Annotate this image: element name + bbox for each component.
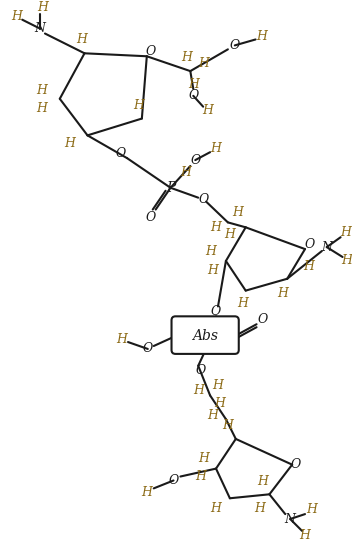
Text: O: O — [188, 89, 199, 102]
Text: O: O — [305, 238, 315, 251]
Text: H: H — [198, 56, 209, 70]
Text: N: N — [285, 513, 296, 526]
Text: H: H — [307, 503, 318, 516]
Text: O: O — [143, 343, 153, 356]
Text: H: H — [195, 470, 206, 483]
Text: H: H — [117, 332, 127, 345]
Text: H: H — [76, 33, 87, 46]
Text: H: H — [214, 397, 225, 410]
Text: H: H — [37, 84, 48, 97]
Text: H: H — [210, 142, 221, 155]
Text: O: O — [257, 313, 268, 326]
Text: H: H — [206, 244, 216, 257]
Text: O: O — [195, 364, 205, 377]
Text: H: H — [37, 102, 48, 115]
Text: H: H — [213, 379, 224, 392]
Text: H: H — [64, 137, 75, 150]
Text: N: N — [321, 241, 332, 254]
Text: H: H — [232, 206, 243, 219]
Text: H: H — [208, 409, 219, 422]
Text: H: H — [203, 104, 214, 117]
Text: H: H — [198, 452, 209, 465]
Text: H: H — [142, 486, 152, 499]
Text: O: O — [168, 474, 178, 487]
Text: O: O — [190, 154, 200, 167]
Text: H: H — [208, 264, 219, 277]
Text: H: H — [38, 1, 49, 14]
Text: O: O — [198, 193, 208, 206]
Text: O: O — [116, 147, 126, 160]
Text: P: P — [166, 181, 175, 195]
Text: H: H — [237, 297, 248, 310]
Text: H: H — [341, 255, 352, 268]
Text: O: O — [291, 458, 301, 471]
Text: H: H — [210, 502, 221, 515]
FancyBboxPatch shape — [171, 317, 239, 354]
Text: H: H — [340, 226, 351, 239]
Text: H: H — [193, 384, 204, 397]
Text: H: H — [210, 221, 221, 234]
Text: H: H — [256, 30, 267, 43]
Text: O: O — [146, 45, 156, 58]
Text: O: O — [146, 211, 156, 224]
Text: N: N — [34, 22, 45, 35]
Text: H: H — [222, 419, 233, 432]
Text: Abs: Abs — [192, 329, 218, 343]
Text: H: H — [303, 261, 314, 273]
Text: H: H — [277, 287, 288, 300]
Text: H: H — [300, 529, 310, 542]
Text: H: H — [181, 50, 192, 64]
Text: H: H — [133, 99, 144, 112]
Text: H: H — [254, 502, 265, 515]
Text: H: H — [11, 10, 22, 23]
Text: H: H — [188, 78, 199, 91]
Text: O: O — [230, 39, 240, 52]
Text: H: H — [257, 475, 268, 488]
Text: H: H — [180, 167, 191, 179]
Text: O: O — [211, 305, 221, 318]
Text: H: H — [225, 228, 235, 241]
